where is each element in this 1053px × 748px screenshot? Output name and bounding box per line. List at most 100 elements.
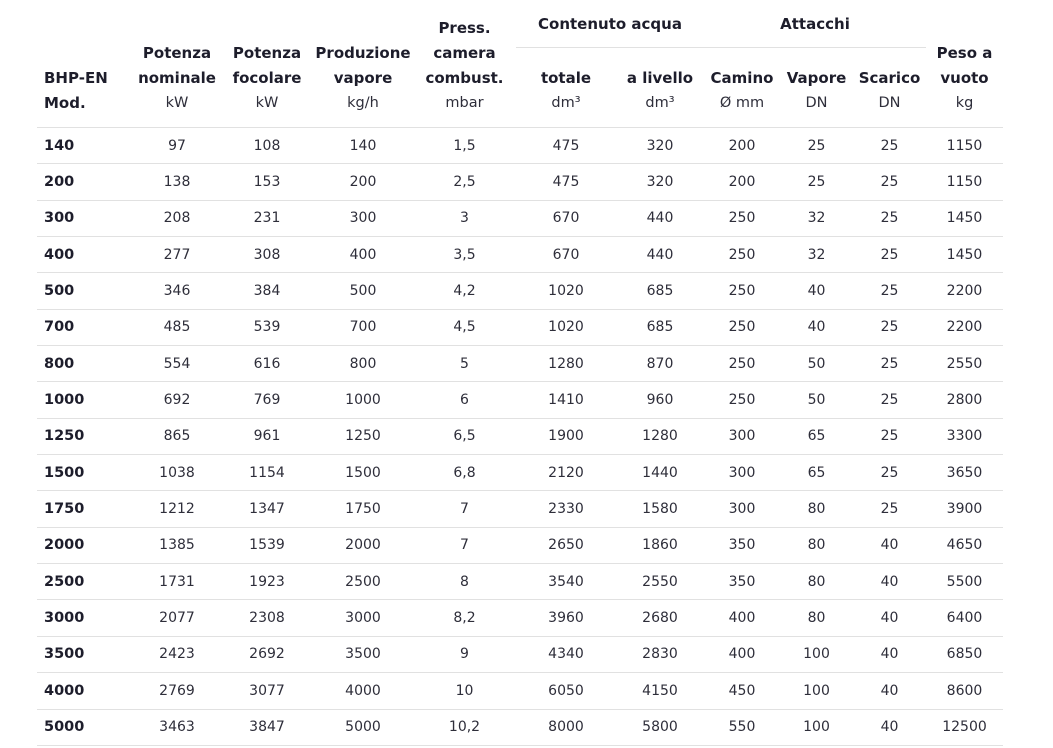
model-cell: 1750 <box>44 501 85 518</box>
value-cell: 25 <box>880 319 899 336</box>
value-cell: 3500 <box>345 646 381 663</box>
column-header-potenza-focolare: Potenza focolare kW <box>221 41 313 116</box>
header-line: a livello <box>626 69 694 87</box>
value-cell: 870 <box>646 355 674 372</box>
value-cell: 865 <box>163 428 191 445</box>
value-cell: 32 <box>807 210 826 227</box>
value-cell: 12500 <box>942 719 987 736</box>
value-cell: 1539 <box>249 537 285 554</box>
value-cell: 300 <box>349 210 377 227</box>
column-header-potenza-nominale: Potenza nominale kW <box>133 41 221 116</box>
value-cell: 4,2 <box>453 283 476 300</box>
value-cell: 450 <box>728 682 756 699</box>
value-cell: 300 <box>728 428 756 445</box>
value-cell: 10 <box>455 682 474 699</box>
value-cell: 400 <box>728 646 756 663</box>
header-unit: kg <box>955 95 974 111</box>
value-cell: 250 <box>728 392 756 409</box>
value-cell: 25 <box>880 392 899 409</box>
model-cell: 3500 <box>44 646 85 663</box>
model-cell: 500 <box>44 283 75 300</box>
value-cell: 25 <box>880 501 899 518</box>
value-cell: 3463 <box>159 719 195 736</box>
value-cell: 769 <box>253 392 281 409</box>
value-cell: 2692 <box>249 646 285 663</box>
value-cell: 40 <box>807 319 826 336</box>
value-cell: 4650 <box>946 537 983 554</box>
value-cell: 300 <box>728 464 756 481</box>
value-cell: 350 <box>728 573 756 590</box>
value-cell: 4,5 <box>453 319 476 336</box>
value-cell: 250 <box>728 283 756 300</box>
header-line: combust. <box>425 69 504 87</box>
value-cell: 25 <box>880 428 899 445</box>
value-cell: 200 <box>728 137 756 154</box>
value-cell: 108 <box>253 137 281 154</box>
value-cell: 3960 <box>548 610 584 627</box>
value-cell: 25 <box>880 210 899 227</box>
model-cell: 2000 <box>44 537 85 554</box>
column-header-produzione-vapore: Produzione vapore kg/h <box>313 41 413 116</box>
value-cell: 1150 <box>946 174 983 191</box>
value-cell: 800 <box>349 355 377 372</box>
value-cell: 6050 <box>548 682 584 699</box>
table-body: 140 97 108 140 1,5 475 320 200 25 25 1150 200 138 153… <box>37 128 1003 746</box>
model-cell: 1000 <box>44 392 85 409</box>
header-line: totale <box>540 69 592 87</box>
value-cell: 1280 <box>548 355 584 372</box>
value-cell: 960 <box>646 392 674 409</box>
value-cell: 208 <box>163 210 191 227</box>
value-cell: 2423 <box>159 646 195 663</box>
value-cell: 3000 <box>345 610 381 627</box>
value-cell: 2000 <box>345 537 381 554</box>
boiler-spec-table: Contenuto acqua Attacchi BHP-EN Mod. Pot… <box>37 0 1003 746</box>
value-cell: 2308 <box>249 610 285 627</box>
value-cell: 40 <box>880 646 899 663</box>
value-cell: 685 <box>646 319 674 336</box>
value-cell: 475 <box>552 174 580 191</box>
value-cell: 346 <box>163 283 191 300</box>
header-line: vapore <box>333 69 393 87</box>
column-header-vapore: Vapore DN <box>780 66 853 116</box>
value-cell: 500 <box>349 283 377 300</box>
value-cell: 277 <box>163 246 191 263</box>
value-cell: 2200 <box>946 283 983 300</box>
value-cell: 25 <box>807 137 826 154</box>
header-line: Press. <box>438 19 491 37</box>
value-cell: 2769 <box>159 682 195 699</box>
table-row: 2000 1385 1539 2000 7 2650 1860 350 80 40 4650 <box>37 528 1003 565</box>
header-unit: DN <box>878 95 901 111</box>
column-header-mod: BHP-EN Mod. <box>37 66 133 116</box>
value-cell: 1347 <box>249 501 285 518</box>
value-cell: 80 <box>807 610 826 627</box>
value-cell: 8,2 <box>453 610 476 627</box>
value-cell: 7 <box>460 501 469 518</box>
model-cell: 140 <box>44 137 75 154</box>
value-cell: 1500 <box>345 464 381 481</box>
value-cell: 685 <box>646 283 674 300</box>
value-cell: 200 <box>728 174 756 191</box>
value-cell: 485 <box>163 319 191 336</box>
value-cell: 8600 <box>946 682 983 699</box>
value-cell: 5 <box>460 355 469 372</box>
value-cell: 3540 <box>548 573 584 590</box>
header-line: BHP-EN <box>44 69 108 87</box>
model-cell: 400 <box>44 246 75 263</box>
table-row: 1750 1212 1347 1750 7 2330 1580 300 80 25 3900 <box>37 491 1003 528</box>
table-row: 400 277 308 400 3,5 670 440 250 32 25 1450 <box>37 237 1003 274</box>
table-row: 200 138 153 200 2,5 475 320 200 25 25 1150 <box>37 164 1003 201</box>
column-header-a-livello: a livello dm³ <box>616 66 704 116</box>
value-cell: 4340 <box>548 646 584 663</box>
header-line: Camino <box>710 69 774 87</box>
value-cell: 7 <box>460 537 469 554</box>
value-cell: 231 <box>253 210 281 227</box>
value-cell: 25 <box>880 174 899 191</box>
value-cell: 2330 <box>548 501 584 518</box>
table-row: 140 97 108 140 1,5 475 320 200 25 25 1150 <box>37 128 1003 165</box>
value-cell: 138 <box>163 174 191 191</box>
value-cell: 1731 <box>159 573 195 590</box>
model-cell: 800 <box>44 355 75 372</box>
column-header-camino: Camino Ø mm <box>704 66 780 116</box>
value-cell: 80 <box>807 501 826 518</box>
value-cell: 539 <box>253 319 281 336</box>
